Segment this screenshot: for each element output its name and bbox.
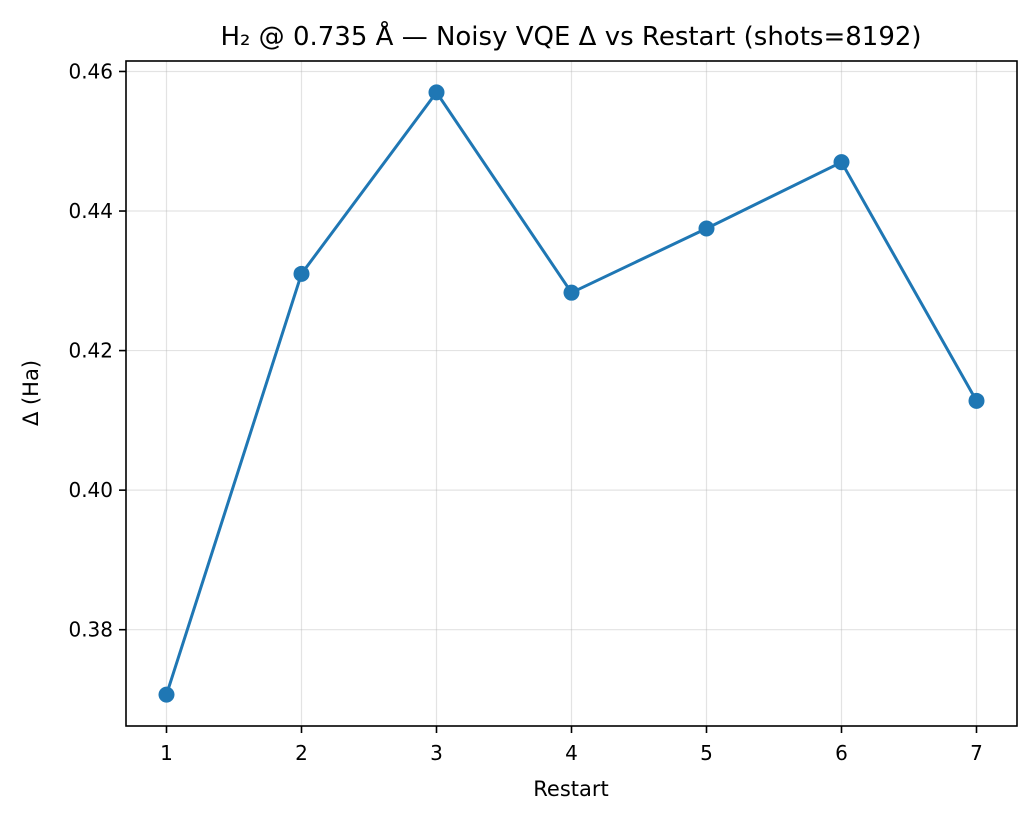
y-tick-label: 0.44: [68, 199, 113, 223]
y-axis-label: Δ (Ha): [19, 360, 43, 426]
plot-frame: [125, 60, 1018, 727]
data-point: [293, 265, 310, 282]
data-point: [968, 392, 985, 409]
data-point: [563, 284, 580, 301]
x-tick-label: 4: [565, 741, 578, 765]
y-axis-ticks: 0.38 0.40 0.42 0.44 0.46: [68, 59, 126, 642]
y-tick-label: 0.38: [68, 618, 113, 642]
x-tick-label: 2: [295, 741, 308, 765]
data-point: [158, 686, 175, 703]
data-point: [698, 220, 715, 237]
x-axis-ticks: 1 2 3 4 5 6 7: [160, 726, 983, 765]
series-layer: [158, 84, 985, 703]
x-axis-label: Restart: [533, 777, 608, 801]
x-tick-label: 3: [430, 741, 443, 765]
x-tick-label: 1: [160, 741, 173, 765]
y-tick-label: 0.40: [68, 478, 113, 502]
grid: [126, 61, 1017, 726]
chart-title: H₂ @ 0.735 Å — Noisy VQE Δ vs Restart (s…: [220, 20, 921, 52]
y-tick-label: 0.46: [68, 59, 113, 83]
x-tick-label: 7: [970, 741, 983, 765]
y-tick-label: 0.42: [68, 339, 113, 363]
data-point: [833, 154, 850, 171]
x-tick-label: 5: [700, 741, 713, 765]
data-point: [428, 84, 445, 101]
x-tick-label: 6: [835, 741, 848, 765]
